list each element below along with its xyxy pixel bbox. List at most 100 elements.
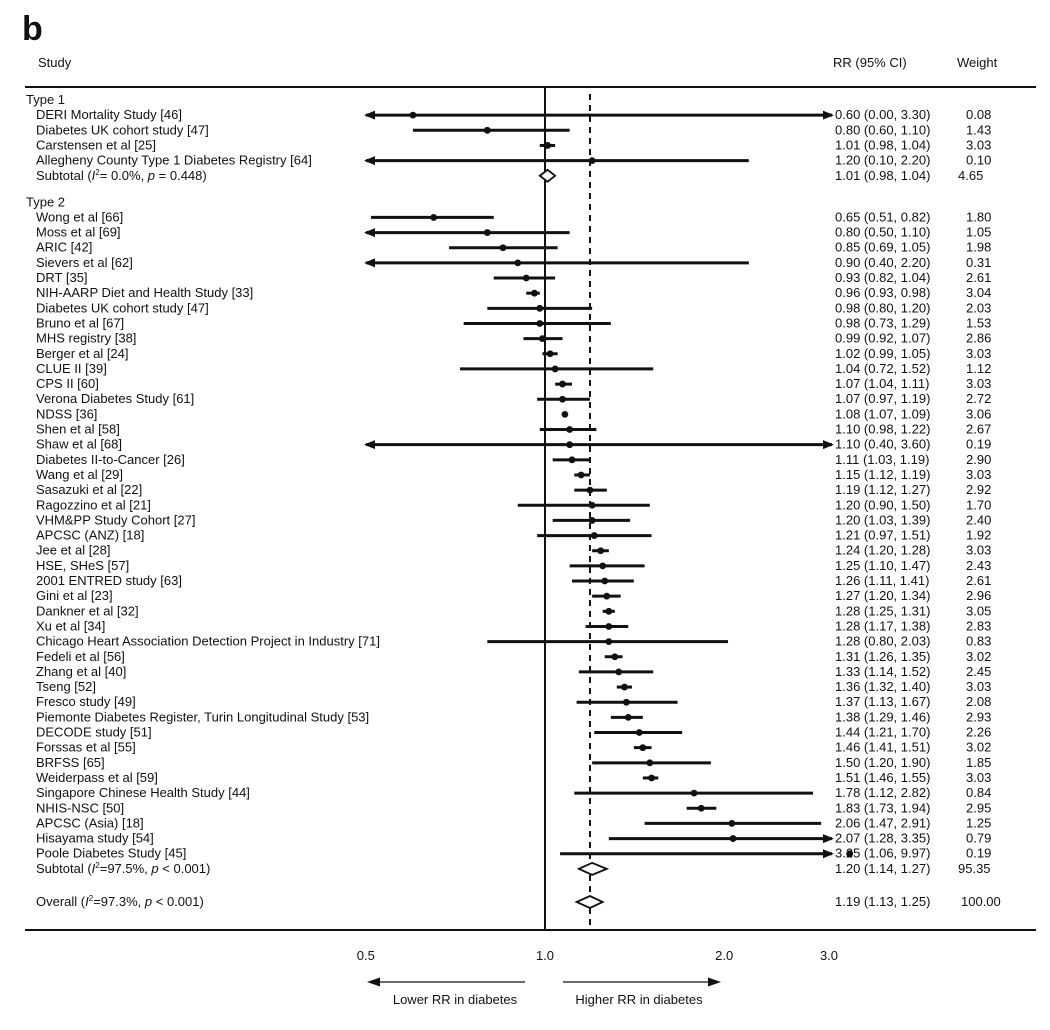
study-label: Sievers et al [62] (36, 255, 133, 270)
study-label: BRFSS [65] (36, 755, 105, 770)
ci-arrow-right (823, 834, 834, 844)
x-tick-label: 0.5 (357, 948, 375, 963)
point-estimate (514, 259, 522, 267)
header-weight: Weight (957, 55, 998, 70)
direction-label-left: Lower RR in diabetes (393, 992, 518, 1007)
point-estimate (566, 441, 574, 449)
study-label: NHIS-NSC [50] (36, 800, 124, 815)
rr-ci-text: 1.10 (0.98, 1.22) (835, 422, 930, 437)
point-estimate (588, 501, 596, 509)
study-label: VHM&PP Study Cohort [27] (36, 512, 195, 527)
point-estimate (729, 835, 737, 842)
weight-text: 2.90 (966, 452, 991, 467)
rr-ci-text: 1.36 (1.32, 1.40) (835, 679, 930, 694)
rr-ci-text: 1.83 (1.73, 1.94) (835, 800, 930, 815)
x-tick-label: 3.0 (820, 948, 838, 963)
weight-text: 0.10 (966, 153, 991, 168)
point-estimate (597, 547, 605, 555)
study-label: CPS II [60] (36, 376, 99, 391)
weight-text: 0.19 (966, 437, 991, 452)
weight-text: 1.12 (966, 361, 991, 376)
rr-ci-text: 1.26 (1.11, 1.41) (835, 573, 929, 588)
study-label: Jee et al [28] (36, 543, 110, 558)
weight-text: 1.25 (966, 815, 991, 830)
rr-ci-text: 1.20 (0.10, 2.20) (835, 153, 930, 168)
point-estimate (586, 486, 594, 494)
weight-text: 2.92 (966, 482, 991, 497)
weight-text: 3.02 (966, 740, 991, 755)
point-estimate (522, 274, 530, 282)
weight-text: 2.72 (966, 391, 991, 406)
study-label: Tseng [52] (36, 679, 96, 694)
study-label: Forssas et al [55] (36, 740, 136, 755)
point-estimate (646, 759, 654, 767)
point-estimate (621, 683, 628, 691)
weight-text: 0.83 (966, 634, 991, 649)
group-heading: Type 2 (26, 194, 65, 209)
weight-text: 2.86 (966, 331, 991, 346)
study-label: Shen et al [58] (36, 422, 120, 437)
point-estimate (531, 289, 538, 297)
study-label: Carstensen et al [25] (36, 137, 156, 152)
point-estimate (577, 471, 585, 479)
weight-text: 2.93 (966, 709, 991, 724)
subtotal-diamond (576, 861, 610, 876)
study-label: APCSC (ANZ) [18] (36, 528, 144, 543)
study-label: NDSS [36] (36, 406, 97, 421)
direction-label-right: Higher RR in diabetes (575, 992, 703, 1007)
subtotal-rr-text: 1.01 (0.98, 1.04) (835, 168, 930, 183)
ci-arrow-right (823, 440, 834, 450)
study-label: Weiderpass et al [59] (36, 770, 158, 785)
weight-text: 2.45 (966, 664, 991, 679)
study-label: Piemonte Diabetes Register, Turin Longit… (36, 709, 369, 724)
point-estimate (568, 456, 576, 464)
point-estimate (561, 410, 569, 418)
study-label: Verona Diabetes Study [61] (36, 391, 194, 406)
study-label: Shaw et al [68] (36, 437, 122, 452)
overall-label: Overall (I2=97.3%, p < 0.001) (36, 894, 204, 909)
weight-text: 1.92 (966, 528, 991, 543)
study-label: MHS registry [38] (36, 331, 136, 346)
subtotal-rr-text: 1.20 (1.14, 1.27) (835, 861, 930, 876)
direction-arrowhead-left (367, 977, 380, 987)
subtotal-label: Subtotal (I2= 0.0%, p = 0.448) (36, 168, 207, 183)
point-estimate (615, 668, 623, 676)
rr-ci-text: 2.06 (1.47, 2.91) (835, 815, 930, 830)
weight-text: 0.79 (966, 831, 991, 846)
point-estimate (588, 157, 596, 165)
rr-ci-text: 1.20 (1.03, 1.39) (835, 512, 930, 527)
rr-ci-text: 1.28 (0.80, 2.03) (835, 634, 930, 649)
weight-text: 1.05 (966, 225, 991, 240)
rr-ci-text: 0.80 (0.60, 1.10) (835, 122, 930, 137)
point-estimate (605, 623, 613, 630)
weight-text: 2.03 (966, 300, 991, 315)
rr-ci-text: 0.65 (0.51, 0.82) (835, 209, 930, 224)
study-label: Diabetes UK cohort study [47] (36, 122, 209, 137)
point-estimate (536, 320, 544, 327)
study-label: Diabetes UK cohort study [47] (36, 300, 209, 315)
rr-ci-text: 2.07 (1.28, 3.35) (835, 831, 930, 846)
rr-ci-text: 1.50 (1.20, 1.90) (835, 755, 930, 770)
weight-text: 2.43 (966, 558, 991, 573)
point-estimate (648, 774, 655, 782)
rr-ci-text: 1.44 (1.21, 1.70) (835, 725, 930, 740)
study-label: ARIC [42] (36, 240, 92, 255)
weight-text: 3.02 (966, 649, 991, 664)
point-estimate (635, 729, 643, 736)
point-estimate (590, 532, 598, 539)
study-label: DECODE study [51] (36, 725, 152, 740)
point-estimate (601, 577, 609, 585)
rr-ci-text: 1.07 (1.04, 1.11) (835, 376, 929, 391)
weight-text: 3.03 (966, 679, 991, 694)
weight-text: 3.06 (966, 406, 991, 421)
point-estimate (409, 111, 417, 119)
rr-ci-text: 1.21 (0.97, 1.51) (835, 528, 930, 543)
study-label: NIH-AARP Diet and Health Study [33] (36, 285, 253, 300)
weight-text: 1.70 (966, 497, 991, 512)
study-label: DERI Mortality Study [46] (36, 107, 182, 122)
weight-text: 2.95 (966, 800, 991, 815)
weight-text: 2.26 (966, 725, 991, 740)
study-label: Zhang et al [40] (36, 664, 126, 679)
